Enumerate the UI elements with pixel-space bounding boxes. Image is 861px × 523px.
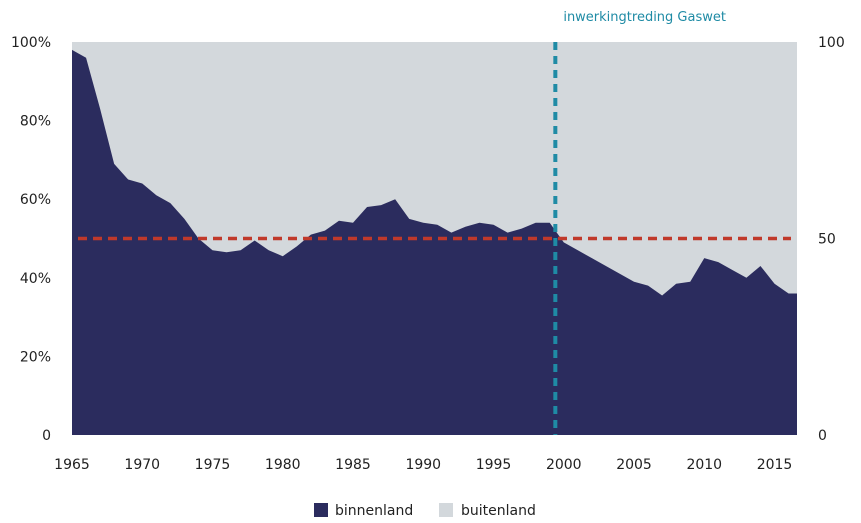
y-right-tick-label: 0 xyxy=(818,428,827,444)
x-tick-label: 1985 xyxy=(335,457,371,473)
annotation-gaswet: inwerkingtreding Gaswet xyxy=(563,10,726,25)
y-left-tick-label: 60% xyxy=(20,192,51,208)
plot-area xyxy=(72,42,797,436)
x-tick-label: 2010 xyxy=(686,457,722,473)
y-left-tick-label: 0 xyxy=(42,428,51,444)
x-tick-label: 2005 xyxy=(616,457,652,473)
y-left-tick-label: 20% xyxy=(20,349,51,365)
legend: binnenland buitenland xyxy=(314,503,536,519)
y-axis-left: 0 20% 40% 60% 80% 100% xyxy=(11,35,51,444)
x-tick-label: 2015 xyxy=(757,457,793,473)
x-tick-label: 1980 xyxy=(265,457,301,473)
binnenland-area xyxy=(72,49,797,436)
y-left-tick-label: 80% xyxy=(20,114,51,130)
legend-swatch-binnenland xyxy=(314,503,328,517)
x-tick-label: 2000 xyxy=(546,457,582,473)
y-left-tick-label: 40% xyxy=(20,271,51,287)
y-left-tick-label: 100% xyxy=(11,35,51,51)
y-right-tick-label: 50 xyxy=(818,232,836,248)
x-tick-label: 1970 xyxy=(124,457,160,473)
x-axis: 1965 1970 1975 1980 1985 1990 1995 2000 2005 2010… xyxy=(54,457,792,473)
y-right-tick-label: 100 xyxy=(818,35,845,51)
x-tick-label: 1975 xyxy=(195,457,231,473)
x-tick-label: 1990 xyxy=(405,457,441,473)
legend-label-binnenland: binnenland xyxy=(335,503,413,519)
legend-label-buitenland: buitenland xyxy=(461,503,536,519)
x-tick-label: 1965 xyxy=(54,457,90,473)
x-tick-label: 1995 xyxy=(476,457,512,473)
y-axis-right: 0 50 100 xyxy=(818,35,845,444)
legend-swatch-buitenland xyxy=(439,503,453,517)
